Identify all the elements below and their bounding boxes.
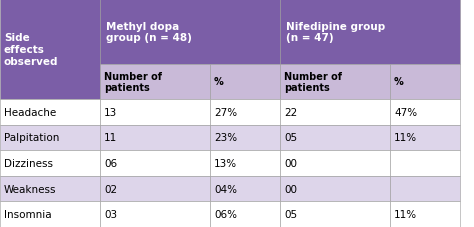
Text: 06: 06 (104, 158, 117, 168)
Bar (280, 125, 390, 151)
Text: %: % (214, 77, 224, 87)
Bar (210, 176, 280, 202)
Text: %: % (394, 77, 404, 87)
Text: 11%: 11% (394, 133, 417, 143)
Bar (0, 125, 100, 151)
Bar (100, 125, 210, 151)
Text: 22: 22 (284, 107, 297, 117)
Text: 05: 05 (284, 209, 297, 219)
Bar (100, 176, 210, 202)
Text: 47%: 47% (394, 107, 417, 117)
Text: Methyl dopa
group (n = 48): Methyl dopa group (n = 48) (106, 22, 192, 43)
Text: Dizziness: Dizziness (4, 158, 53, 168)
Bar (100, 65, 210, 100)
Text: Number of
patients: Number of patients (284, 71, 342, 93)
Text: Number of
patients: Number of patients (104, 71, 162, 93)
Text: 23%: 23% (214, 133, 237, 143)
Bar (390, 151, 460, 176)
Bar (0, 151, 100, 176)
Bar (390, 202, 460, 227)
Bar (210, 65, 280, 100)
Bar (210, 125, 280, 151)
Text: 13%: 13% (214, 158, 237, 168)
Bar (210, 100, 280, 125)
Text: 00: 00 (284, 158, 297, 168)
Text: Side
effects
observed: Side effects observed (4, 33, 58, 66)
Bar (390, 176, 460, 202)
Text: 11%: 11% (394, 209, 417, 219)
Bar (0, 202, 100, 227)
Text: 03: 03 (104, 209, 117, 219)
Bar (0, 0, 100, 100)
Text: 02: 02 (104, 184, 117, 194)
Text: 27%: 27% (214, 107, 237, 117)
Bar (390, 65, 460, 100)
Text: 06%: 06% (214, 209, 237, 219)
Text: 05: 05 (284, 133, 297, 143)
Bar (280, 202, 390, 227)
Text: 11: 11 (104, 133, 117, 143)
Bar (280, 100, 390, 125)
Text: Palpitation: Palpitation (4, 133, 59, 143)
Bar (100, 100, 210, 125)
Bar (100, 0, 280, 65)
Text: Headache: Headache (4, 107, 56, 117)
Bar (210, 151, 280, 176)
Bar (280, 65, 390, 100)
Text: Weakness: Weakness (4, 184, 56, 194)
Bar (100, 151, 210, 176)
Bar (390, 125, 460, 151)
Bar (390, 100, 460, 125)
Bar (280, 0, 460, 65)
Text: 04%: 04% (214, 184, 237, 194)
Text: Nifedipine group
(n = 47): Nifedipine group (n = 47) (286, 22, 385, 43)
Bar (210, 202, 280, 227)
Text: 13: 13 (104, 107, 117, 117)
Bar (100, 202, 210, 227)
Text: Insomnia: Insomnia (4, 209, 52, 219)
Text: 00: 00 (284, 184, 297, 194)
Bar (280, 176, 390, 202)
Bar (280, 151, 390, 176)
Bar (0, 100, 100, 125)
Bar (0, 176, 100, 202)
